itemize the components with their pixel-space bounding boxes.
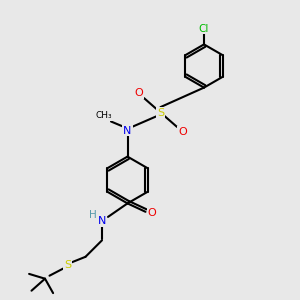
Text: S: S: [157, 107, 164, 118]
Text: O: O: [178, 127, 187, 137]
Text: S: S: [64, 260, 71, 270]
Text: Cl: Cl: [199, 23, 209, 34]
Text: O: O: [148, 208, 157, 218]
Text: N: N: [98, 216, 106, 226]
Text: H: H: [89, 210, 97, 220]
Text: O: O: [134, 88, 143, 98]
Text: CH₃: CH₃: [96, 111, 112, 120]
Text: N: N: [123, 125, 132, 136]
